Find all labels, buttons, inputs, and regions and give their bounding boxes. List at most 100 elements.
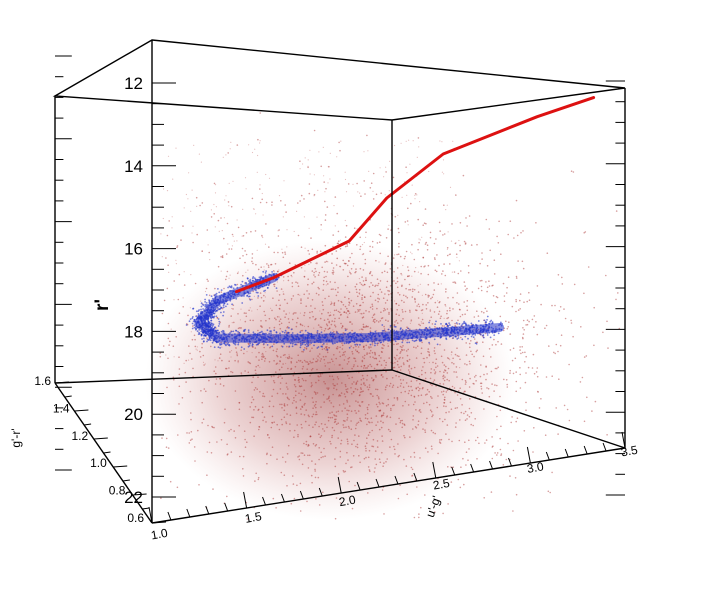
- scatter-point: [346, 243, 348, 246]
- scatter-point: [409, 309, 411, 312]
- scatter-point: [324, 455, 326, 458]
- scatter-point: [357, 346, 360, 348]
- ug-tick: [299, 490, 304, 500]
- sequence-point: [475, 342, 478, 345]
- scatter-point: [347, 275, 349, 278]
- scatter-point: [408, 275, 411, 277]
- scatter-point: [362, 356, 364, 358]
- scatter-point: [329, 440, 331, 443]
- scatter-point: [227, 201, 230, 203]
- scatter-point: [366, 386, 369, 388]
- scatter-point: [199, 204, 201, 207]
- scatter-point: [409, 311, 411, 313]
- scatter-point: [496, 452, 499, 454]
- scatter-point: [403, 434, 405, 437]
- scatter-point: [356, 350, 359, 353]
- scatter-point: [278, 320, 281, 323]
- scatter-point: [226, 495, 228, 498]
- scatter-point: [493, 273, 496, 275]
- scatter-point: [410, 385, 412, 388]
- scatter-point: [320, 326, 323, 329]
- sequence-point: [300, 343, 302, 345]
- scatter-point: [282, 216, 284, 218]
- scatter-point: [188, 432, 190, 434]
- scatter-point: [352, 391, 355, 393]
- scatter-point: [359, 394, 361, 396]
- scatter-point: [388, 357, 391, 359]
- scatter-point: [270, 375, 273, 378]
- scatter-point: [267, 434, 269, 436]
- scatter-point: [442, 512, 444, 515]
- scatter-point: [354, 434, 356, 436]
- scatter-point: [434, 362, 437, 365]
- scatter-point: [248, 361, 251, 364]
- sequence-point: [266, 329, 269, 332]
- scatter-point: [323, 347, 326, 350]
- scatter-point: [509, 369, 512, 372]
- sequence-point: [489, 320, 492, 323]
- scatter-point: [363, 354, 366, 357]
- scatter-point: [430, 297, 432, 300]
- scatter-point: [427, 296, 430, 298]
- scatter-point: [184, 371, 187, 374]
- scatter-point: [263, 395, 266, 398]
- scatter-point: [340, 300, 342, 303]
- scatter-point: [393, 270, 395, 273]
- scatter-point: [327, 388, 330, 391]
- scatter-point: [351, 329, 353, 332]
- sequence-point: [249, 298, 252, 301]
- scatter-point: [461, 404, 463, 406]
- scatter-point: [502, 464, 505, 466]
- scatter-point: [230, 356, 232, 358]
- scatter-point: [279, 382, 282, 384]
- scatter-point: [293, 230, 295, 233]
- scatter-point: [410, 380, 413, 383]
- scatter-point: [323, 330, 326, 332]
- sequence-point: [204, 334, 207, 337]
- scatter-point: [464, 441, 466, 444]
- scatter-point: [316, 413, 318, 416]
- scatter-point: [500, 454, 502, 457]
- scatter-point: [394, 321, 396, 323]
- sequence-point: [229, 332, 232, 334]
- scatter-point: [259, 142, 261, 144]
- sequence-point: [229, 286, 232, 289]
- scatter-point: [370, 182, 373, 184]
- scatter-point: [493, 259, 496, 262]
- scatter-point: [366, 374, 369, 377]
- scatter-point: [302, 365, 305, 368]
- scatter-point: [315, 381, 317, 384]
- scatter-point: [563, 404, 566, 407]
- sequence-point: [240, 346, 243, 349]
- scatter-point: [403, 301, 405, 304]
- scatter-point: [259, 201, 262, 204]
- scatter-point: [393, 366, 396, 369]
- scatter-point: [331, 416, 334, 419]
- scatter-point: [331, 411, 333, 414]
- scatter-point: [386, 299, 389, 302]
- scatter-point: [307, 414, 310, 417]
- scatter-point: [396, 309, 399, 311]
- scatter-point: [355, 288, 358, 291]
- scatter-point: [403, 363, 405, 366]
- sequence-point: [193, 324, 196, 327]
- scatter-point: [417, 137, 420, 139]
- scatter-point: [185, 193, 187, 196]
- scatter-point: [328, 166, 330, 168]
- scatter-point: [278, 229, 280, 231]
- sequence-point: [445, 337, 447, 339]
- scatter-point: [331, 426, 334, 429]
- scatter-point: [369, 393, 372, 395]
- scatter-point: [495, 343, 497, 346]
- scatter-point: [367, 365, 370, 367]
- scatter-point: [586, 396, 588, 399]
- scatter-point: [412, 288, 414, 291]
- scatter-point: [168, 271, 170, 273]
- scatter-point: [417, 291, 420, 293]
- scatter-point: [313, 274, 315, 276]
- sequence-point: [213, 346, 216, 349]
- scatter-point: [194, 282, 197, 285]
- scatter-point: [314, 470, 317, 472]
- scatter-point: [296, 361, 298, 364]
- scatter-point: [401, 422, 404, 425]
